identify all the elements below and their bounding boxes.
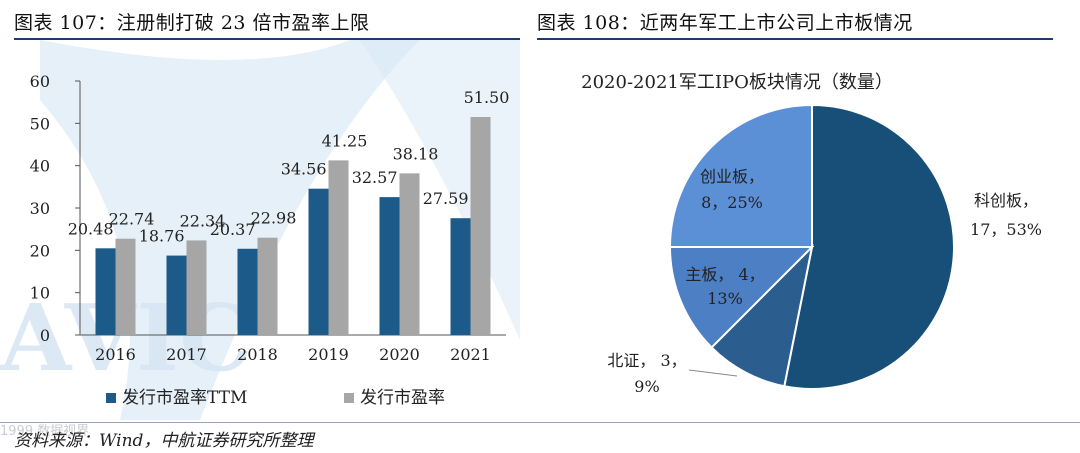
bar-ttm [379, 197, 400, 335]
bar-ttm-value-label: 34.56 [281, 160, 327, 179]
bar-ttm [308, 188, 329, 335]
y-tick-label: 60 [30, 72, 50, 91]
pie-slice-label: 8，25% [701, 193, 763, 212]
bar-ttm-value-label: 20.37 [210, 220, 256, 239]
bar-issue-pe [470, 116, 491, 335]
bar-issue-pe [115, 238, 136, 335]
bar-issue-pe-value-label: 22.98 [251, 209, 297, 228]
bar-issue-pe-value-label: 51.50 [464, 88, 510, 107]
bar-ttm-value-label: 32.57 [352, 168, 398, 187]
bar-issue-pe [399, 173, 420, 335]
pie-slice-label: 科创板， [974, 191, 1038, 210]
bar-ttm-value-label: 20.48 [68, 219, 114, 238]
source-rule [0, 422, 1080, 423]
pie-slice-label: 13% [707, 289, 743, 308]
bar-issue-pe [186, 240, 207, 335]
bar-issue-pe-value-label: 22.34 [180, 211, 226, 230]
legend-swatch [344, 393, 354, 403]
bar-ttm [95, 248, 116, 335]
y-tick-label: 10 [30, 284, 50, 303]
pie-slice-label: 北证， 3， [607, 351, 686, 370]
bar-ttm [237, 248, 258, 335]
pie-slice-label: 17，53% [970, 220, 1042, 239]
x-tick-label: 2021 [450, 345, 491, 364]
y-tick-label: 50 [30, 114, 50, 133]
pie-slice-label: 创业板， [700, 167, 764, 186]
bar-ttm-value-label: 18.76 [139, 227, 185, 246]
legend-swatch [106, 393, 116, 403]
x-tick-label: 2017 [166, 345, 207, 364]
x-tick-label: 2016 [95, 345, 136, 364]
left-caption-rule [14, 38, 520, 40]
y-tick-label: 0 [40, 326, 50, 345]
x-tick-label: 2018 [237, 345, 278, 364]
bar-issue-pe-value-label: 41.25 [322, 131, 368, 150]
bar-ttm [166, 255, 187, 335]
y-tick-label: 40 [30, 157, 50, 176]
pie-slice-label: 主板， 4， [685, 265, 764, 284]
pie-title: 2020-2021军工IPO板块情况（数量） [581, 72, 893, 93]
bar-ttm-value-label: 27.59 [423, 189, 469, 208]
x-tick-label: 2019 [308, 345, 349, 364]
pie-slice [710, 243, 814, 388]
ipo-board-pie-chart: 2020-2021军工IPO板块情况（数量） 科创板， 17，53% 创业板， 8，25… [581, 72, 1042, 396]
pie-slice [668, 246, 815, 349]
y-tick-label: 30 [30, 199, 50, 218]
right-figure-caption: 图表 108：近两年军工上市公司上市板情况 [537, 12, 913, 34]
pie-slice [783, 103, 955, 390]
bar-issue-pe-value-label: 22.74 [109, 210, 155, 229]
x-tick-label: 2020 [379, 345, 420, 364]
pie-leader-line [688, 369, 738, 377]
pie-slice-label: 9% [634, 377, 659, 396]
right-caption-rule [537, 38, 1053, 40]
source-note: 资料来源：Wind，中航证券研究所整理 [14, 431, 314, 451]
corner-watermark: 1999 数据视界 [0, 424, 90, 439]
bar-issue-pe-value-label: 38.18 [393, 144, 439, 163]
legend-label: 发行市盈率 [360, 388, 445, 408]
pie-slice [668, 103, 813, 248]
left-figure-caption: 图表 107：注册制打破 23 倍市盈率上限 [14, 12, 370, 34]
legend-label: 发行市盈率TTM [122, 388, 247, 408]
y-tick-label: 20 [30, 241, 50, 260]
bar-issue-pe [257, 237, 278, 335]
bar-ttm [450, 218, 471, 335]
bar-issue-pe [328, 160, 349, 335]
